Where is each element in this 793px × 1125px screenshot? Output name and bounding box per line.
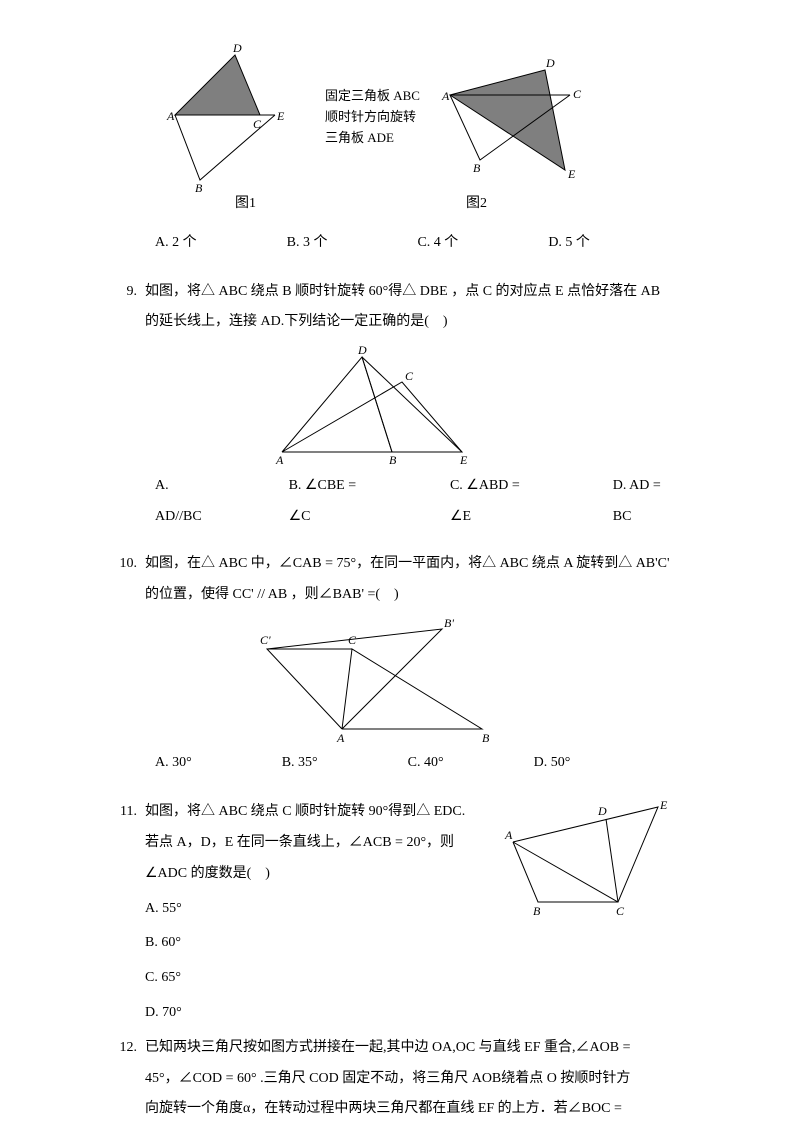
top-figure-row: A D C E B 固定三角板 ABC 顺时针方向旋转 三角板 ADE A D … — [155, 40, 678, 195]
top-opt-c: C. 4 个 — [417, 228, 458, 259]
figure-2-svg: A D C B E — [430, 40, 600, 195]
q10-body: 如图，在△ ABC 中，∠CAB = 75°，在同一平面内，将△ ABC 绕点 … — [145, 549, 678, 611]
mid-text-1: 固定三角板 ABC — [325, 86, 420, 107]
q11-text2: 若点 A，D，E 在同一条直线上，∠ACB = 20°，则 — [145, 828, 468, 859]
svg-text:C: C — [573, 87, 582, 101]
q11-text3: ∠ADC 的度数是( ) — [145, 859, 468, 890]
q12-text3: 向旋转一个角度α，在转动过程中两块三角尺都在直线 EF 的上方．若∠BOC = — [145, 1094, 678, 1125]
svg-text:A: A — [166, 109, 175, 123]
svg-text:D: D — [597, 804, 607, 818]
svg-text:D: D — [232, 41, 242, 55]
q11-body: 如图，将△ ABC 绕点 C 顺时针旋转 90°得到△ EDC. 若点 A，D，… — [145, 797, 678, 1033]
svg-text:E: E — [659, 798, 668, 812]
q10-options: A. 30° B. 35° C. 40° D. 50° — [155, 748, 678, 779]
svg-text:D: D — [357, 343, 367, 357]
q11-text1: 如图，将△ ABC 绕点 C 顺时针旋转 90°得到△ EDC. — [145, 797, 468, 828]
svg-text:C: C — [253, 117, 262, 131]
svg-text:C': C' — [260, 633, 271, 647]
q12-body: 已知两块三角尺按如图方式拼接在一起,其中边 OA,OC 与直线 EF 重合,∠A… — [145, 1033, 678, 1125]
svg-text:D: D — [545, 56, 555, 70]
top-opt-a: A. 2 个 — [155, 228, 197, 259]
svg-text:E: E — [567, 167, 576, 181]
q9-body: 如图，将△ ABC 绕点 B 顺时针旋转 60°得△ DBE ，点 C 的对应点… — [145, 277, 678, 339]
mid-text-2: 顺时针方向旋转 — [325, 107, 420, 128]
q11-left: 如图，将△ ABC 绕点 C 顺时针旋转 90°得到△ EDC. 若点 A，D，… — [145, 797, 468, 1033]
q9-opt-c: C. ∠ABD = ∠E — [450, 471, 538, 533]
svg-text:A: A — [336, 731, 345, 744]
q9-opt-a: A. AD//BC — [155, 471, 214, 533]
q11-svg: A B C D E — [498, 797, 678, 927]
svg-text:C: C — [348, 633, 357, 647]
svg-text:A: A — [504, 828, 513, 842]
q10-opt-b: B. 35° — [282, 748, 318, 779]
svg-text:C: C — [405, 369, 414, 383]
q11-opt-d: D. 70° — [145, 998, 468, 1029]
svg-text:A: A — [275, 453, 284, 467]
q10-text2: 的位置，使得 CC' // AB ，则∠BAB' =( ) — [145, 580, 678, 611]
mid-text-3: 三角板 ADE — [325, 128, 420, 149]
fig2-label: 图2 — [466, 189, 487, 220]
top-options: A. 2 个 B. 3 个 C. 4 个 D. 5 个 — [155, 228, 678, 259]
q9-figure: A B D C E — [75, 342, 678, 467]
q10-num: 10. — [115, 549, 137, 611]
q11-opt-c: C. 65° — [145, 963, 468, 994]
svg-text:B: B — [195, 181, 203, 195]
svg-text:E: E — [276, 109, 285, 123]
figure-mid-text: 固定三角板 ABC 顺时针方向旋转 三角板 ADE — [325, 86, 420, 148]
q12-text2: 45°，∠COD = 60° .三角尺 COD 固定不动，将三角尺 AOB绕着点… — [145, 1064, 678, 1095]
q9-text2: 的延长线上，连接 AD.下列结论一定正确的是( ) — [145, 307, 678, 338]
q9-options: A. AD//BC B. ∠CBE = ∠C C. ∠ABD = ∠E D. A… — [155, 471, 678, 533]
q10-opt-a: A. 30° — [155, 748, 192, 779]
q10-opt-c: C. 40° — [408, 748, 444, 779]
top-opt-b: B. 3 个 — [287, 228, 328, 259]
q11-row: 11. 如图，将△ ABC 绕点 C 顺时针旋转 90°得到△ EDC. 若点 … — [115, 797, 678, 1033]
q10-row: 10. 如图，在△ ABC 中，∠CAB = 75°，在同一平面内，将△ ABC… — [115, 549, 678, 611]
svg-text:B: B — [482, 731, 490, 744]
q9-row: 9. 如图，将△ ABC 绕点 B 顺时针旋转 60°得△ DBE ，点 C 的… — [115, 277, 678, 339]
svg-text:B': B' — [444, 616, 454, 630]
svg-text:E: E — [459, 453, 468, 467]
q12-row: 12. 已知两块三角尺按如图方式拼接在一起,其中边 OA,OC 与直线 EF 重… — [115, 1033, 678, 1125]
q11-num: 11. — [115, 797, 137, 1033]
q10-opt-d: D. 50° — [534, 748, 571, 779]
figure-1-svg: A D C E B — [155, 40, 315, 195]
q9-text1: 如图，将△ ABC 绕点 B 顺时针旋转 60°得△ DBE ，点 C 的对应点… — [145, 277, 678, 308]
q9-num: 9. — [115, 277, 137, 339]
fig1-label: 图1 — [235, 189, 256, 220]
svg-text:B: B — [533, 904, 541, 918]
q12-text1: 已知两块三角尺按如图方式拼接在一起,其中边 OA,OC 与直线 EF 重合,∠A… — [145, 1033, 678, 1064]
q10-text1: 如图，在△ ABC 中，∠CAB = 75°，在同一平面内，将△ ABC 绕点 … — [145, 549, 678, 580]
svg-text:C: C — [616, 904, 625, 918]
svg-text:B: B — [473, 161, 481, 175]
q10-figure: A B C C' B' — [75, 614, 678, 744]
svg-text:B: B — [389, 453, 397, 467]
top-opt-d: D. 5 个 — [548, 228, 590, 259]
q11-opt-a: A. 55° — [145, 894, 468, 925]
q9-opt-b: B. ∠CBE = ∠C — [289, 471, 375, 533]
q10-svg: A B C C' B' — [242, 614, 512, 744]
svg-text:A: A — [441, 89, 450, 103]
q11-options: A. 55° B. 60° C. 65° D. 70° — [145, 894, 468, 1029]
q9-svg: A B D C E — [262, 342, 492, 467]
q9-opt-d: D. AD = BC — [613, 471, 678, 533]
q11-opt-b: B. 60° — [145, 928, 468, 959]
q12-num: 12. — [115, 1033, 137, 1125]
